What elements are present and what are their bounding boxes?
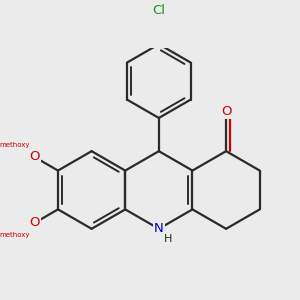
Text: N: N (154, 222, 164, 235)
Text: O: O (29, 217, 40, 230)
Text: O: O (221, 104, 231, 118)
Text: Cl: Cl (152, 4, 165, 16)
Text: methoxy: methoxy (0, 232, 29, 238)
Text: O: O (29, 151, 40, 164)
Text: methoxy: methoxy (0, 142, 29, 148)
Text: H: H (164, 233, 172, 244)
